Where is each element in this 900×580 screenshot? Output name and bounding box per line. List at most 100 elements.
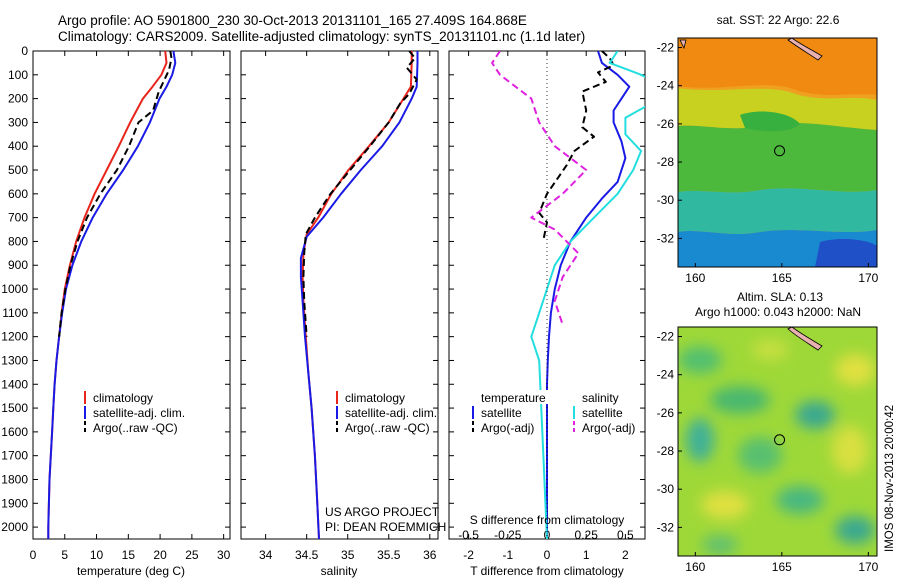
map-y-tick-label: -28 <box>657 444 675 458</box>
x-tick-label: 25 <box>185 548 199 562</box>
map-y-tick-label: -22 <box>657 41 675 55</box>
series-line-satellite <box>530 51 645 539</box>
map-x-tick-label: 170 <box>858 271 878 285</box>
sst-map-title: sat. SST: 22 Argo: 22.6 <box>717 13 840 27</box>
x-tick-label: 0 <box>30 548 37 562</box>
y-tick-label: 2000 <box>1 520 28 534</box>
temperature-legend: climatology satellite-adj. clim. Argo(..… <box>84 391 185 435</box>
x-tick-label: 0 <box>544 548 551 562</box>
temperature-xlabel: temperature (deg C) <box>77 564 185 578</box>
y-tick-label: 1500 <box>1 401 28 415</box>
map-y-tick-label: -26 <box>657 406 675 420</box>
map-x-tick-label: 170 <box>858 560 878 574</box>
sla-map-title-2: Argo h1000: 0.043 h2000: NaN <box>695 305 861 319</box>
map-y-tick-label: -30 <box>657 482 675 496</box>
legend-satellite-label: satellite-adj. clim. <box>345 406 437 420</box>
y-tick-label: 1200 <box>1 330 28 344</box>
x-tick-label: 1 <box>583 548 590 562</box>
map-x-tick-label: 165 <box>772 560 792 574</box>
x-tick-label: -2 <box>463 548 474 562</box>
s-tick-label: -0.5 <box>458 528 479 542</box>
y-tick-label: 400 <box>8 139 28 153</box>
x-tick-label: 34.5 <box>295 548 319 562</box>
map-x-tick-label: 160 <box>685 560 705 574</box>
salinity-axes <box>240 50 439 540</box>
map-y-tick-label: -28 <box>657 155 675 169</box>
legend-title-background <box>475 390 643 404</box>
series-line-satellite-adj-clim- <box>47 51 177 539</box>
y-tick-label: 1400 <box>1 377 28 391</box>
salinity-lines <box>299 51 419 539</box>
series-line-argo-raw-qc- <box>302 51 418 337</box>
x-tick-label: 20 <box>153 548 167 562</box>
y-tick-label: 1700 <box>1 449 28 463</box>
y-tick-label: 1900 <box>1 496 28 510</box>
difference-lines <box>491 51 645 539</box>
s-tick-label: -0.25 <box>494 528 522 542</box>
map-y-tick-label: -30 <box>657 193 675 207</box>
series-line-argo-raw-qc- <box>58 51 173 337</box>
y-tick-label: 300 <box>8 115 28 129</box>
x-tick-label: 35.5 <box>377 548 401 562</box>
pi-credit: PI: DEAN ROEMMICH <box>325 520 446 534</box>
sla-map-frame <box>677 326 878 557</box>
x-tick-label: 30 <box>217 548 231 562</box>
legend-s-argo-label: Argo(-adj) <box>582 421 635 435</box>
legend-argo-label: Argo(..raw -QC) <box>345 421 430 435</box>
legend-climatology-label: climatology <box>93 391 153 405</box>
x-tick-label: 2 <box>622 548 629 562</box>
map-y-tick-label: -32 <box>657 520 675 534</box>
x-tick-label: 5 <box>61 548 68 562</box>
y-tick-label: 500 <box>8 163 28 177</box>
s-tick-label: 0.5 <box>617 528 634 542</box>
x-tick-label: 35 <box>341 548 355 562</box>
y-tick-label: 1100 <box>2 306 28 320</box>
legend-climatology-label: climatology <box>345 391 405 405</box>
header-line-2: Climatology: CARS2009. Satellite-adjuste… <box>58 29 586 44</box>
x-tick-label: 36 <box>423 548 437 562</box>
series-line-satellite <box>546 51 631 539</box>
legend-s-satellite-label: satellite <box>582 406 623 420</box>
legend-salinity-title: salinity <box>582 391 619 405</box>
sst-map-frame <box>677 37 878 268</box>
x-tick-label: 34 <box>259 548 273 562</box>
x-tick-label: 15 <box>122 548 136 562</box>
series-line-argo-adj- <box>538 51 615 242</box>
map-y-tick-label: -24 <box>657 79 675 93</box>
series-line-satellite-adj-clim- <box>299 51 419 539</box>
sla-profile-marker <box>774 434 786 446</box>
y-tick-label: 1300 <box>1 353 28 367</box>
project-credit: US ARGO PROJECT <box>325 505 440 519</box>
map-y-tick-label: -22 <box>657 330 675 344</box>
sla-map-title-1: Altim. SLA: 0.13 <box>737 290 823 304</box>
x-tick-label: -1 <box>502 548 513 562</box>
x-tick-label: 10 <box>90 548 104 562</box>
sst-profile-marker <box>774 145 786 157</box>
salinity-legend: climatology satellite-adj. clim. Argo(..… <box>336 391 437 435</box>
y-tick-label: 800 <box>8 234 28 248</box>
map-x-tick-label: 160 <box>685 271 705 285</box>
map-y-tick-label: -32 <box>657 231 675 245</box>
legend-temperature-title: temperature <box>481 391 546 405</box>
legend-t-satellite-label: satellite <box>481 406 522 420</box>
map-y-tick-label: -26 <box>657 117 675 131</box>
map-y-tick-label: -24 <box>657 368 675 382</box>
y-tick-label: 200 <box>8 92 28 106</box>
legend-t-argo-label: Argo(-adj) <box>481 421 534 435</box>
legend-argo-label: Argo(..raw -QC) <box>93 421 178 435</box>
salinity-ticks: 34 34.5 35 35.5 36 <box>241 50 438 562</box>
y-tick-label: 1000 <box>1 282 28 296</box>
sla-map-field <box>678 327 877 556</box>
salinity-xlabel: salinity <box>321 564 358 578</box>
series-line-argo-adj- <box>491 51 588 326</box>
map-x-tick-label: 165 <box>772 271 792 285</box>
depth-axis-ticks: 0 100 200 300 400 500 600 700 800 900 1000 1100 1200… <box>1 44 28 534</box>
header-line-1: Argo profile: AO 5901800_230 30-Oct-2013… <box>58 13 527 28</box>
series-line-climatology <box>301 51 413 539</box>
legend-satellite-label: satellite-adj. clim. <box>93 406 185 420</box>
s-tick-label: 0.25 <box>575 528 599 542</box>
y-tick-label: 0 <box>21 44 28 58</box>
temperature-lines <box>47 51 177 539</box>
y-tick-label: 100 <box>8 68 28 82</box>
